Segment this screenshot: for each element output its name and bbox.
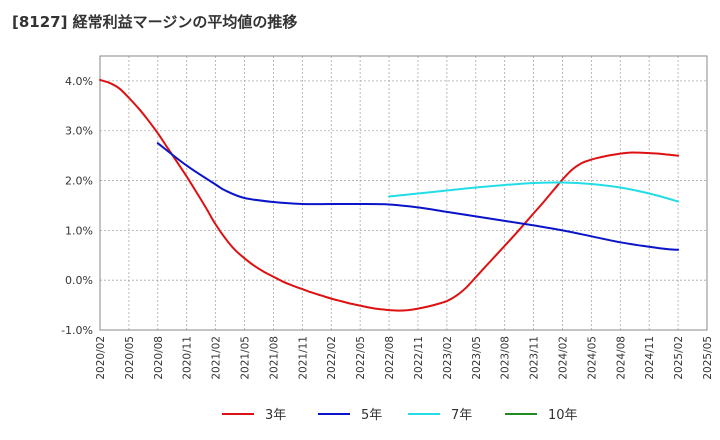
x-tick-label: 2022/08 bbox=[384, 336, 396, 380]
legend: 3年 5年 7年 10年 bbox=[222, 408, 578, 423]
y-tick-label: 3.0% bbox=[65, 125, 93, 138]
x-tick-label: 2023/08 bbox=[500, 336, 512, 380]
grid bbox=[99, 56, 708, 331]
legend-label-1: 5年 bbox=[361, 408, 382, 423]
chart-title: [8127] 経常利益マージンの平均値の推移 bbox=[12, 13, 297, 31]
y-tick-label: 4.0% bbox=[65, 75, 93, 88]
y-tick-label: 0.0% bbox=[65, 274, 93, 287]
x-tick-label: 2022/02 bbox=[326, 336, 338, 380]
series-line-1 bbox=[156, 142, 680, 251]
x-tick-label: 2024/05 bbox=[586, 336, 598, 380]
y-axis: -1.0% 0.0% 1.0% 2.0% 3.0% 4.0% bbox=[61, 75, 93, 337]
x-tick-label: 2025/02 bbox=[673, 336, 685, 380]
x-axis: 2020/02 2020/05 2020/08 2020/11 2021/02 2021/… bbox=[95, 336, 714, 380]
x-tick-label: 2024/11 bbox=[644, 336, 656, 380]
x-tick-label: 2021/11 bbox=[297, 336, 309, 380]
x-tick-label: 2024/08 bbox=[615, 336, 627, 380]
y-tick-label: 1.0% bbox=[65, 224, 93, 237]
x-tick-label: 2020/02 bbox=[95, 336, 107, 380]
series-line-2 bbox=[388, 181, 680, 203]
x-tick-label: 2023/11 bbox=[529, 336, 541, 380]
x-tick-label: 2022/05 bbox=[355, 336, 367, 380]
x-tick-label: 2021/08 bbox=[268, 336, 280, 380]
legend-label-3: 10年 bbox=[548, 408, 578, 423]
x-tick-label: 2020/05 bbox=[124, 336, 136, 380]
y-tick-label: -1.0% bbox=[61, 324, 93, 337]
legend-label-0: 3年 bbox=[265, 408, 286, 423]
plot-frame bbox=[99, 55, 708, 331]
x-tick-label: 2025/05 bbox=[702, 336, 714, 380]
series-lines bbox=[99, 78, 680, 312]
series-line-0 bbox=[99, 78, 680, 312]
x-tick-label: 2021/02 bbox=[211, 336, 223, 380]
x-tick-label: 2020/11 bbox=[182, 336, 194, 380]
x-tick-label: 2023/02 bbox=[442, 336, 454, 380]
x-tick-label: 2023/05 bbox=[471, 336, 483, 380]
x-tick-label: 2020/08 bbox=[153, 336, 165, 380]
x-tick-label: 2022/11 bbox=[413, 336, 425, 380]
x-tick-label: 2024/02 bbox=[557, 336, 569, 380]
x-tick-label: 2021/05 bbox=[240, 336, 252, 380]
y-tick-label: 2.0% bbox=[65, 175, 93, 188]
legend-label-2: 7年 bbox=[451, 408, 472, 423]
